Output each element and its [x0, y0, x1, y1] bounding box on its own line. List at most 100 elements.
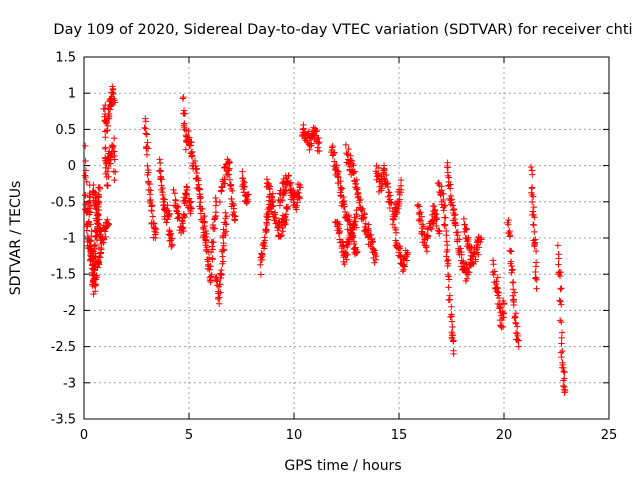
data-point [430, 202, 438, 210]
data-point [391, 224, 399, 232]
data-point [445, 284, 452, 291]
data-point [500, 299, 508, 307]
data-point [339, 239, 346, 246]
data-point [508, 248, 515, 255]
data-point [329, 152, 336, 159]
data-point [350, 169, 357, 177]
data-point [87, 248, 94, 255]
data-point [168, 235, 176, 243]
data-point [142, 125, 149, 132]
data-point [316, 138, 323, 146]
data-point [531, 243, 538, 250]
data-point [500, 309, 508, 317]
data-point [558, 301, 565, 308]
data-point [167, 235, 175, 242]
data-point [360, 214, 367, 222]
data-point [336, 229, 343, 236]
data-point [336, 221, 343, 228]
data-point [414, 202, 421, 210]
data-point [395, 200, 403, 208]
data-point [338, 185, 346, 192]
data-point [178, 225, 186, 232]
data-point [278, 231, 285, 239]
data-point [152, 234, 159, 242]
data-point [145, 179, 152, 187]
data-point [424, 233, 431, 240]
data-point [146, 180, 153, 188]
data-point [94, 211, 101, 218]
y-tick-label: -2.5 [51, 340, 76, 355]
data-point [217, 270, 224, 277]
data-point [388, 199, 395, 206]
data-point [463, 275, 471, 282]
data-point [181, 197, 189, 204]
data-point [342, 141, 350, 149]
data-point [105, 221, 113, 228]
data-point [221, 175, 228, 183]
data-point [195, 177, 202, 184]
data-point [97, 249, 104, 256]
data-point [110, 148, 118, 155]
data-point [102, 134, 109, 141]
y-tick-label: 1 [68, 87, 76, 102]
data-point [343, 256, 350, 263]
data-point [225, 157, 232, 165]
data-point [490, 271, 497, 278]
data-point [144, 139, 151, 146]
data-point [403, 257, 411, 264]
data-point [110, 90, 117, 98]
data-point [444, 172, 452, 180]
data-point [209, 246, 217, 253]
data-point [213, 276, 220, 283]
data-point [345, 211, 353, 219]
data-point [448, 199, 455, 206]
data-point [95, 253, 103, 260]
y-tick-label: -1 [63, 232, 76, 247]
data-point [352, 224, 360, 231]
data-point [181, 110, 189, 117]
data-point [211, 225, 218, 232]
data-point [107, 154, 114, 161]
data-point [557, 285, 564, 293]
data-point [347, 157, 355, 164]
data-point [281, 188, 288, 196]
data-point [397, 182, 405, 189]
data-point [316, 147, 323, 155]
data-point [108, 143, 116, 150]
data-point [511, 313, 519, 320]
data-point [296, 193, 303, 201]
data-point [258, 256, 266, 264]
data-point [441, 222, 449, 229]
data-point [241, 183, 248, 190]
data-point [558, 285, 565, 292]
data-point [112, 168, 119, 176]
data-point [166, 231, 174, 238]
data-point [510, 278, 517, 286]
data-point [397, 252, 404, 259]
data-point [91, 241, 99, 249]
data-point [218, 271, 225, 278]
data-point [306, 146, 313, 154]
data-point [528, 189, 535, 196]
data-point [105, 164, 112, 172]
data-point [383, 171, 390, 179]
data-point [560, 368, 567, 375]
data-point [558, 318, 565, 326]
data-point [87, 202, 95, 210]
data-point [240, 182, 247, 190]
data-point [448, 318, 456, 325]
data-point [151, 225, 158, 232]
data-point [152, 229, 160, 236]
data-point [397, 176, 405, 184]
data-point [505, 229, 513, 237]
data-point [186, 199, 194, 206]
data-point [512, 310, 520, 317]
x-tick-label: 20 [496, 428, 513, 443]
data-point [465, 234, 472, 241]
data-point [555, 261, 562, 268]
data-point [226, 176, 234, 183]
data-point [91, 243, 98, 250]
data-point [156, 167, 164, 174]
data-point [225, 171, 233, 178]
